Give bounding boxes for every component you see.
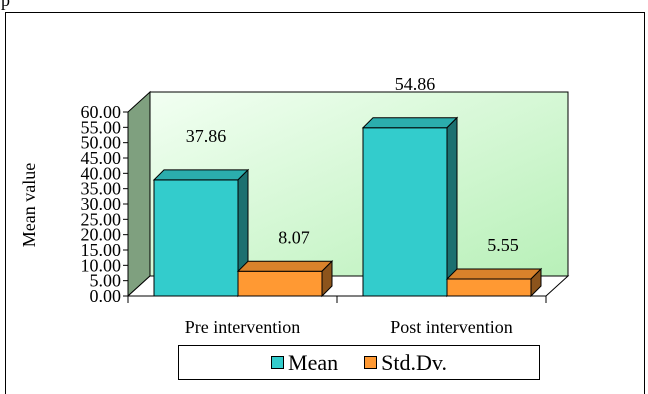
bar-mean-0 <box>152 168 250 298</box>
data-label: 37.86 <box>186 126 227 146</box>
data-label: 8.07 <box>278 227 310 247</box>
bar-front <box>446 278 532 297</box>
legend-swatch-stddev <box>364 356 378 369</box>
y-tick-label: 50.00 <box>81 133 122 153</box>
data-label: 5.55 <box>487 235 519 255</box>
bar-side <box>321 260 333 298</box>
y-tick-label: 15.00 <box>81 240 122 260</box>
legend-label-mean: Mean <box>288 349 339 375</box>
bar-top <box>236 260 334 272</box>
bar-stddv-1 <box>445 267 543 298</box>
bar-top <box>361 117 459 129</box>
bar-side <box>530 267 542 298</box>
bar-top <box>152 169 250 181</box>
y-tick-label: 40.00 <box>81 163 122 183</box>
bar-front <box>153 179 239 297</box>
y-tick-label: 5.00 <box>90 271 122 291</box>
y-axis-title: Mean value <box>19 163 39 247</box>
y-tick-label: 30.00 <box>81 194 122 214</box>
y-tick-label: 45.00 <box>81 148 122 168</box>
legend-item-stddev: Std.Dv. <box>364 350 447 376</box>
bar-mean-1 <box>361 116 459 298</box>
legend: Mean Std.Dv. <box>178 345 540 380</box>
x-tick-label: Post intervention <box>390 317 513 337</box>
x-tick-label: Pre intervention <box>185 317 300 337</box>
y-tick-label: 0.00 <box>90 286 122 306</box>
bar-top <box>445 268 543 280</box>
legend-swatch-mean <box>271 356 285 369</box>
bar-front <box>362 127 448 297</box>
y-tick-label: 10.00 <box>81 255 122 275</box>
y-tick-label: 35.00 <box>81 179 122 199</box>
y-tick-label: 20.00 <box>81 225 122 245</box>
bar-side <box>446 116 458 298</box>
y-tick-label: 55.00 <box>81 117 122 137</box>
y-tick-label: 60.00 <box>81 102 122 122</box>
bar-front <box>237 270 323 297</box>
data-label: 54.86 <box>395 74 436 94</box>
side-wall <box>127 90 151 298</box>
bar-stddv-0 <box>236 260 334 298</box>
legend-label-stddev: Std.Dv. <box>381 349 447 375</box>
y-tick-label: 25.00 <box>81 209 122 229</box>
legend-item-mean: Mean <box>271 350 338 376</box>
chart-area <box>5 12 645 394</box>
truncated-text: p <box>1 0 10 10</box>
